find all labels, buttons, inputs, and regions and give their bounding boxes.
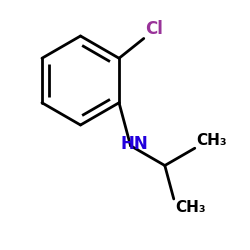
- Text: Cl: Cl: [145, 20, 163, 38]
- Text: CH₃: CH₃: [196, 133, 227, 148]
- Text: CH₃: CH₃: [175, 200, 206, 215]
- Text: HN: HN: [121, 136, 148, 154]
